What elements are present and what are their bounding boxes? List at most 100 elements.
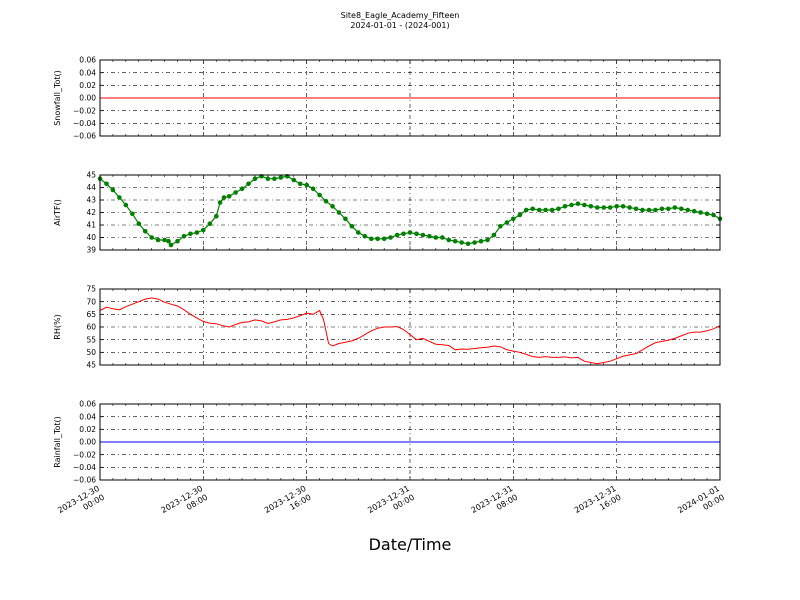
data-point	[130, 211, 135, 217]
data-point	[491, 232, 497, 238]
y-tick-label: 0.00	[79, 438, 96, 447]
data-point	[472, 240, 477, 245]
y-tick-label: 60	[86, 323, 96, 332]
y-tick-label: 75	[86, 285, 96, 294]
data-point	[666, 206, 671, 212]
data-point	[136, 221, 142, 226]
y-tick-label: 0.02	[79, 425, 96, 434]
data-point	[711, 212, 716, 218]
data-point	[175, 238, 180, 244]
data-point	[317, 192, 322, 198]
y-tick-label: −0.04	[73, 119, 96, 128]
y-tick-label: −0.04	[73, 463, 96, 472]
data-point	[511, 216, 516, 222]
y-tick-label: −0.02	[73, 450, 96, 459]
data-point	[142, 229, 148, 234]
data-point	[239, 186, 245, 192]
data-point	[433, 235, 439, 240]
data-point	[388, 235, 393, 240]
y-tick-label: 70	[86, 297, 96, 306]
data-point	[420, 232, 426, 238]
y-axis-label: Rainfall_Tot()	[53, 416, 62, 468]
data-point	[104, 181, 109, 187]
data-point	[349, 224, 355, 229]
data-point	[214, 213, 219, 219]
figure-title-line2: 2024-01-01 - (2024-001)	[350, 21, 449, 30]
data-point	[459, 240, 465, 245]
data-point	[407, 230, 413, 235]
data-point	[117, 195, 122, 200]
data-point	[446, 237, 452, 243]
data-point	[640, 207, 645, 213]
series-line-3	[99, 297, 721, 365]
data-point	[362, 233, 368, 239]
data-point	[110, 187, 116, 193]
y-tick-label: 40	[86, 233, 96, 242]
data-point	[330, 204, 335, 209]
y-tick-label: −0.02	[73, 106, 96, 115]
data-point	[217, 200, 223, 205]
data-point	[265, 176, 271, 181]
data-point	[246, 181, 251, 187]
data-point	[549, 207, 555, 213]
y-tick-label: 0.02	[79, 81, 96, 90]
data-point	[207, 221, 213, 226]
data-point	[556, 206, 561, 212]
data-point	[414, 231, 419, 237]
y-tick-label: 42	[86, 208, 96, 217]
panel-3: 45 50 55 60 65 70 75 RH(%)	[53, 285, 721, 370]
data-point	[427, 233, 432, 239]
data-point	[601, 205, 607, 210]
data-point	[452, 238, 458, 244]
data-point	[536, 207, 542, 213]
y-tick-label: 55	[86, 335, 96, 344]
data-point	[226, 194, 232, 199]
y-tick-label: 65	[86, 310, 96, 319]
data-point	[123, 202, 129, 208]
data-point	[685, 207, 690, 213]
data-point	[633, 206, 639, 212]
data-point	[252, 176, 258, 181]
y-tick-label: 41	[86, 221, 96, 230]
data-point	[614, 204, 619, 209]
y-axis-label: AirTF()	[53, 199, 62, 226]
data-point	[595, 205, 600, 210]
data-point	[323, 199, 329, 204]
data-point	[679, 206, 684, 212]
y-tick-label: 45	[86, 171, 96, 180]
data-point	[575, 201, 581, 206]
y-axis-label: Snowfall_Tot()	[53, 70, 62, 126]
data-point	[369, 236, 374, 242]
data-point	[524, 207, 529, 213]
panel-1: −0.06 −0.04 −0.02 0.00 0.02 0.04 0.06 Snowfall_…	[53, 56, 721, 141]
data-point	[188, 231, 193, 237]
data-point	[291, 177, 297, 183]
data-point	[562, 204, 568, 209]
y-tick-label: 43	[86, 196, 96, 205]
data-point	[504, 220, 510, 225]
data-point	[166, 238, 171, 244]
data-point	[498, 224, 503, 229]
y-tick-label: 44	[86, 183, 96, 192]
data-point	[485, 237, 490, 243]
data-point	[627, 205, 632, 210]
data-point	[233, 190, 238, 195]
data-point	[336, 210, 342, 215]
y-tick-label: 0.00	[79, 94, 96, 103]
y-tick-label: −0.06	[73, 132, 96, 141]
data-point	[465, 241, 471, 247]
data-point	[569, 202, 574, 208]
data-point	[543, 207, 548, 213]
data-point	[272, 176, 277, 181]
data-point	[582, 202, 587, 208]
data-point	[646, 207, 652, 213]
data-point	[221, 195, 227, 200]
data-point	[304, 182, 310, 188]
data-point	[659, 206, 665, 212]
data-point	[588, 204, 594, 209]
y-tick-label: 45	[86, 361, 96, 370]
data-point	[704, 211, 710, 217]
data-point	[343, 216, 348, 222]
